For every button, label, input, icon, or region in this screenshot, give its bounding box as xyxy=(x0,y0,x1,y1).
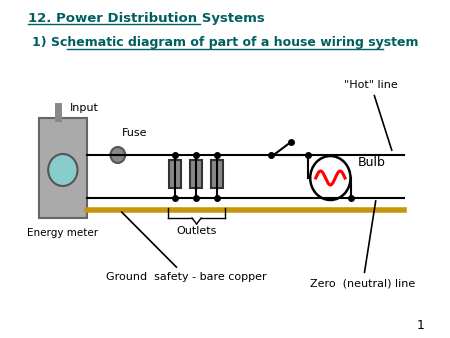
Bar xyxy=(169,160,180,188)
Text: Input: Input xyxy=(70,103,99,113)
Bar xyxy=(190,160,202,188)
Text: 12. Power Distribution Systems: 12. Power Distribution Systems xyxy=(28,12,265,25)
Text: Bulb: Bulb xyxy=(358,156,386,169)
Circle shape xyxy=(48,154,77,186)
Text: Fuse: Fuse xyxy=(122,128,147,138)
Text: Energy meter: Energy meter xyxy=(27,228,99,238)
Text: Outlets: Outlets xyxy=(176,226,217,236)
Text: "Hot" line: "Hot" line xyxy=(344,80,398,150)
Text: Ground  safety - bare copper: Ground safety - bare copper xyxy=(106,212,266,282)
Text: Zero  (neutral) line: Zero (neutral) line xyxy=(310,201,415,288)
Text: 1) Schematic diagram of part of a house wiring system: 1) Schematic diagram of part of a house … xyxy=(32,36,418,49)
Bar xyxy=(211,160,223,188)
Circle shape xyxy=(111,147,125,163)
Bar xyxy=(39,118,87,218)
Text: 1: 1 xyxy=(417,319,425,332)
